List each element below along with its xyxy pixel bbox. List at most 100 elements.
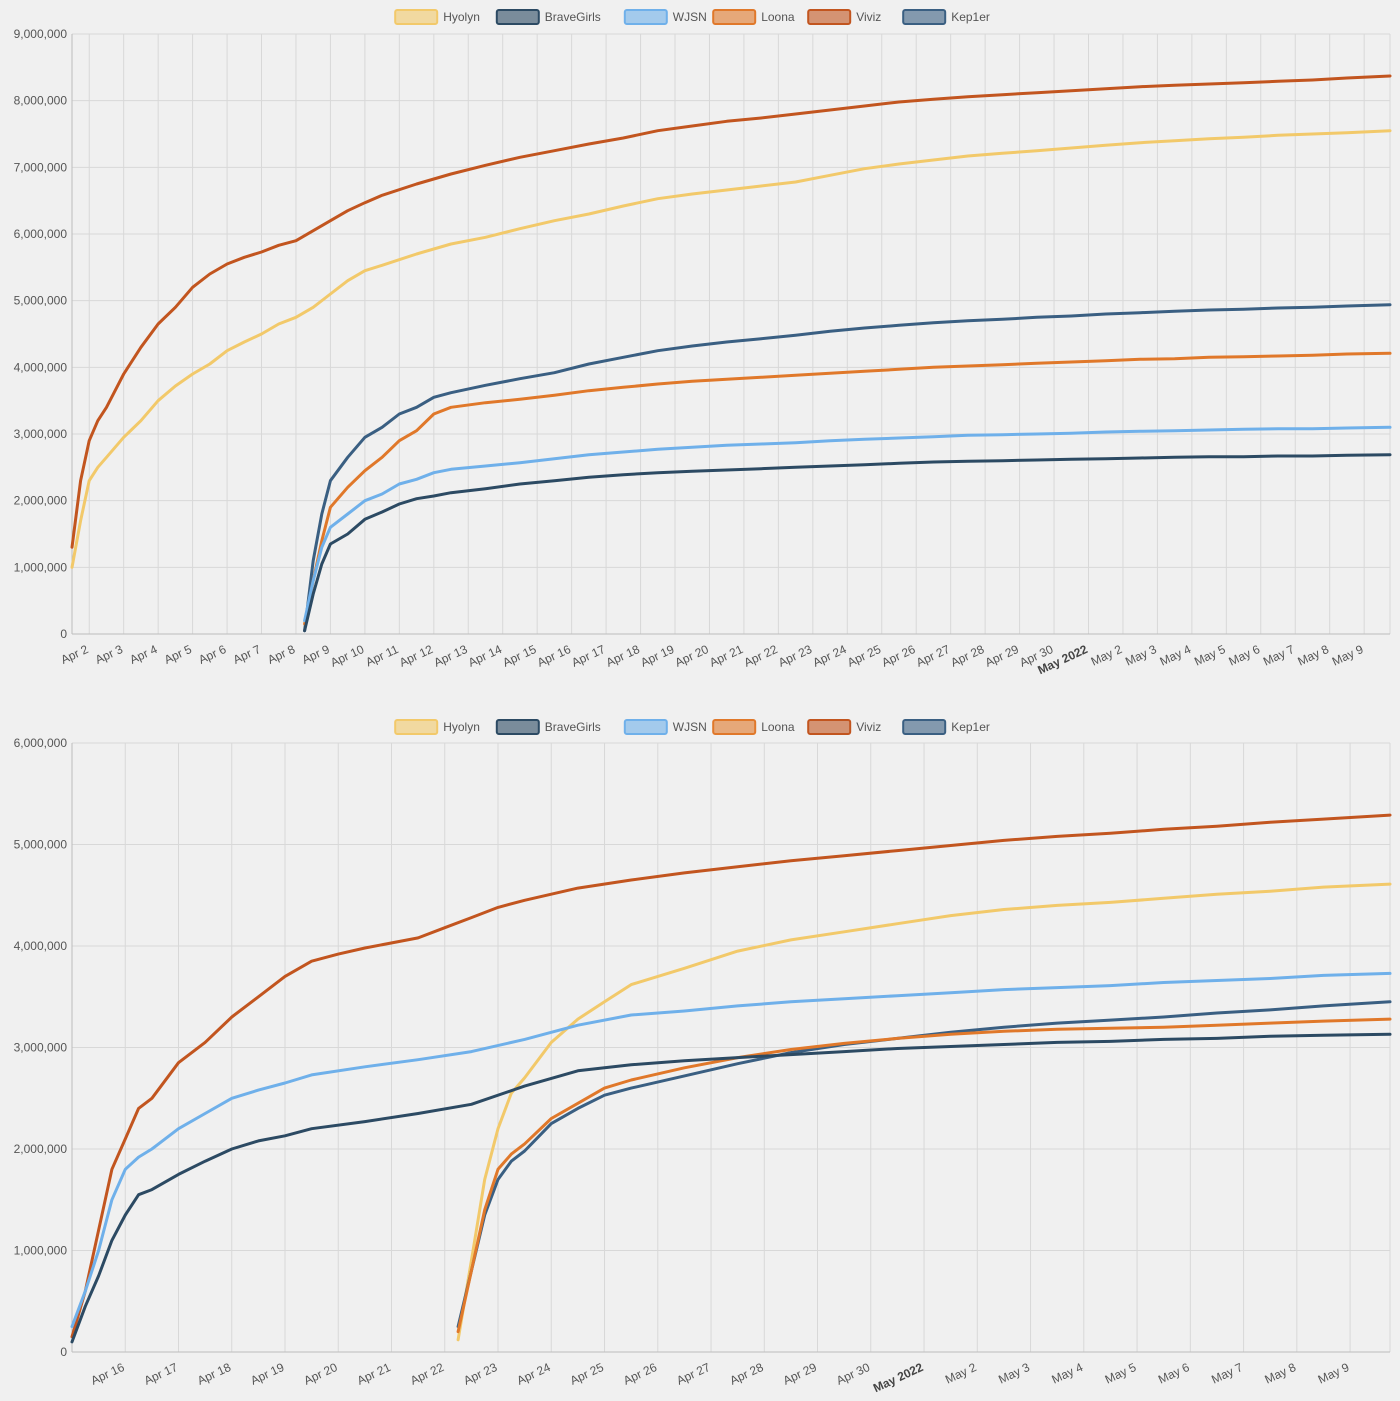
y-axis-ticks: 0 1,000,000 2,000,000 3,000,000 4,000,000 5,0…	[14, 27, 68, 641]
legend-swatch	[394, 9, 439, 25]
legend-item-hyolyn[interactable]: Hyolyn	[394, 9, 480, 25]
x-tick-label: Apr 20	[673, 642, 711, 670]
legend-label: Viviz	[856, 10, 881, 24]
y-axis-ticks: 0 1,000,000 2,000,000 3,000,000 4,000,000 5,0…	[14, 736, 68, 1359]
series-line-viviz	[70, 813, 1392, 1339]
x-tick-label: Apr 18	[195, 1360, 233, 1388]
y-tick-label: 4,000,000	[14, 360, 68, 374]
x-tick-label: Apr 7	[231, 642, 263, 667]
x-tick-label: Apr 23	[776, 642, 814, 670]
series-line-bravegirls	[70, 1032, 1392, 1344]
x-tick-label: Apr 16	[89, 1360, 127, 1388]
legend[interactable]: Hyolyn BraveGirls WJSN Loona Viviz Kep1er	[394, 719, 990, 735]
y-tick-label: 3,000,000	[14, 427, 68, 441]
x-tick-label: Apr 9	[300, 642, 332, 667]
legend-label: Hyolyn	[443, 10, 480, 24]
x-tick-label: May 2	[943, 1360, 979, 1387]
y-tick-label: 9,000,000	[14, 27, 68, 41]
series-line-wjsn	[303, 425, 1392, 623]
x-tick-label: Apr 5	[162, 642, 194, 667]
chart-top: 0 1,000,000 2,000,000 3,000,000 4,000,000 5,0…	[0, 0, 1400, 700]
x-tick-label: Apr 22	[742, 642, 780, 670]
legend-label: Hyolyn	[443, 720, 480, 734]
series-line-kep1er	[303, 303, 1392, 633]
legend-item-viviz[interactable]: Viviz	[807, 719, 881, 735]
y-tick-label: 5,000,000	[14, 294, 68, 308]
x-tick-label: Apr 6	[196, 642, 228, 667]
series-line-viviz	[70, 74, 1392, 549]
x-tick-label: Apr 19	[638, 642, 676, 670]
x-tick-label: May 4	[1158, 642, 1194, 669]
x-tick-label: May 8	[1263, 1360, 1299, 1387]
x-tick-label: Apr 3	[93, 642, 125, 667]
legend-swatch	[495, 9, 540, 25]
gridlines	[71, 33, 1391, 635]
x-tick-label: May 6	[1227, 642, 1263, 669]
series-line-wjsn	[70, 971, 1392, 1329]
series-lines	[70, 813, 1392, 1344]
legend-item-loona[interactable]: Loona	[712, 9, 795, 25]
x-tick-label: Apr 17	[142, 1360, 180, 1388]
series-line-hyolyn	[70, 129, 1392, 569]
x-tick-label: Apr 13	[432, 642, 470, 670]
x-tick-label: Apr 21	[707, 642, 745, 670]
x-tick-label: May 3	[996, 1360, 1032, 1387]
x-tick-label: Apr 4	[127, 642, 159, 667]
legend-item-viviz[interactable]: Viviz	[807, 9, 881, 25]
x-tick-label: Apr 11	[363, 642, 400, 669]
gridlines	[71, 742, 1391, 1353]
y-tick-label: 8,000,000	[14, 94, 68, 108]
y-tick-label: 3,000,000	[14, 1041, 68, 1055]
x-axis-ticks: Apr 2 Apr 3 Apr 4 Apr 5 Apr 6 Apr 7 Apr 8 Apr 9…	[59, 642, 1366, 677]
legend-item-bravegirls[interactable]: BraveGirls	[495, 719, 601, 735]
legend-swatch	[495, 719, 540, 735]
x-tick-label: May 5	[1103, 1360, 1139, 1387]
y-tick-label: 0	[60, 1345, 67, 1359]
legend-swatch	[623, 9, 668, 25]
x-tick-label: Apr 24	[515, 1360, 553, 1388]
legend-item-wjsn[interactable]: WJSN	[623, 9, 707, 25]
legend-item-bravegirls[interactable]: BraveGirls	[495, 9, 601, 25]
x-tick-label: Apr 28	[728, 1360, 766, 1388]
series-line-loona	[456, 1017, 1392, 1334]
chart-bottom: 0 1,000,000 2,000,000 3,000,000 4,000,000 5,0…	[0, 708, 1400, 1401]
legend-item-kep1er[interactable]: Kep1er	[902, 9, 990, 25]
x-tick-label: Apr 27	[914, 642, 952, 670]
y-tick-label: 5,000,000	[14, 838, 68, 852]
x-tick-label: Apr 24	[811, 642, 849, 670]
x-tick-label: May 6	[1156, 1360, 1192, 1387]
legend-item-loona[interactable]: Loona	[712, 719, 795, 735]
legend-swatch	[394, 719, 439, 735]
x-tick-label: Apr 29	[781, 1360, 819, 1388]
legend-swatch	[902, 719, 947, 735]
x-tick-label: Apr 17	[569, 642, 607, 670]
legend-label: Viviz	[856, 720, 881, 734]
x-tick-label: May 9	[1316, 1360, 1352, 1387]
x-tick-label: Apr 10	[328, 642, 366, 670]
series-line-hyolyn	[456, 882, 1392, 1342]
legend[interactable]: Hyolyn BraveGirls WJSN Loona Viviz Kep1er	[394, 9, 990, 25]
legend-label: Kep1er	[951, 720, 990, 734]
x-tick-label: Apr 28	[948, 642, 986, 670]
x-tick-label: Apr 21	[355, 1360, 393, 1388]
x-axis-ticks: Apr 16 Apr 17 Apr 18 Apr 19 Apr 20 Apr 21 Apr …	[89, 1360, 1352, 1395]
x-tick-label: May 5	[1192, 642, 1228, 669]
legend-label: BraveGirls	[545, 720, 601, 734]
legend-label: WJSN	[673, 720, 707, 734]
x-tick-label: May 3	[1123, 642, 1159, 669]
series-line-kep1er	[456, 1000, 1392, 1329]
legend-item-wjsn[interactable]: WJSN	[623, 719, 707, 735]
x-tick-label: May 8	[1295, 642, 1331, 669]
x-tick-label: Apr 20	[302, 1360, 340, 1388]
line-chart-bottom: 0 1,000,000 2,000,000 3,000,000 4,000,000 5,0…	[14, 719, 1392, 1395]
y-tick-label: 2,000,000	[14, 1142, 68, 1156]
legend-label: Kep1er	[951, 10, 990, 24]
legend-item-hyolyn[interactable]: Hyolyn	[394, 719, 480, 735]
x-tick-label: Apr 26	[621, 1360, 659, 1388]
y-tick-label: 1,000,000	[14, 1244, 68, 1258]
x-tick-label: Apr 30	[834, 1360, 872, 1388]
x-tick-label: May 2	[1089, 642, 1125, 669]
x-tick-label: Apr 12	[397, 642, 435, 670]
legend-item-kep1er[interactable]: Kep1er	[902, 719, 990, 735]
x-tick-label: Apr 8	[265, 642, 297, 667]
